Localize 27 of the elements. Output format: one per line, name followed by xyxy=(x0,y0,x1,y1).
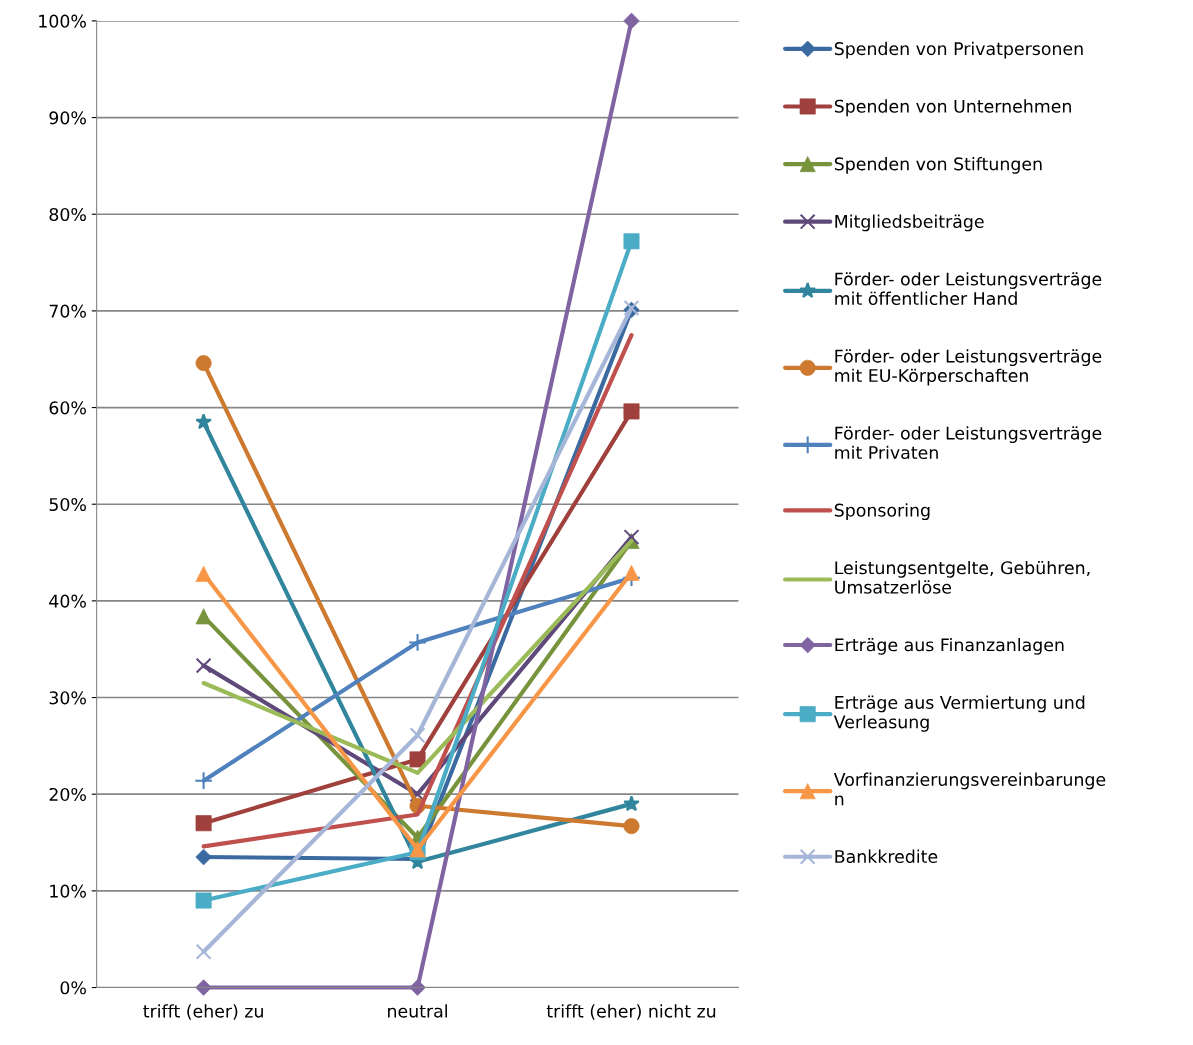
y-tick-label: 60% xyxy=(49,401,86,415)
y-tick-label: 80% xyxy=(49,207,86,222)
y-tick-label: 0% xyxy=(60,981,86,995)
legend-label: Spenden von Stiftungen xyxy=(834,156,1042,174)
legend-label: Leistungsentgelte, Gebühren, Umsatzerlöse xyxy=(835,560,1090,594)
y-tick-label: 90% xyxy=(49,111,86,125)
y-tick-label: 10% xyxy=(50,884,86,898)
x-tick-label: neutral xyxy=(388,1004,447,1018)
x-tick-label: trifft (eher) nicht zu xyxy=(546,1004,716,1020)
y-tick-label: 100% xyxy=(39,14,86,28)
y-tick-label: 70% xyxy=(49,304,86,318)
legend-label: Förder- oder Leistungsverträge mit öffentlicher Hand xyxy=(835,272,1102,306)
y-tick-label: 30% xyxy=(49,691,86,705)
legend-label: Sponsoring xyxy=(834,503,930,521)
y-tick-label: 40% xyxy=(49,594,86,608)
x-tick-label: trifft (eher) zu xyxy=(143,1004,263,1020)
y-tick-label: 20% xyxy=(49,787,86,802)
legend-label: Spenden von Privatpersonen xyxy=(834,41,1083,59)
legend-label: Bankkredite xyxy=(835,849,938,864)
legend-label: Spenden von Unternehmen xyxy=(834,99,1071,117)
y-tick-label: 50% xyxy=(49,497,86,512)
legend-label: Mitgliedsbeiträge xyxy=(835,214,984,232)
legend-label: Vorfinanzierungsvereinbarunge n xyxy=(833,772,1106,806)
legend-label: Förder- oder Leistungsverträge mit EU-Körperschaften xyxy=(835,349,1102,386)
legend-label: Erträge aus Finanzanlagen xyxy=(835,637,1064,655)
legend-label: Förder- oder Leistungsverträge mit Privaten xyxy=(835,426,1102,460)
legend-label: Erträge aus Vermiertung und Verleasung xyxy=(833,695,1085,732)
